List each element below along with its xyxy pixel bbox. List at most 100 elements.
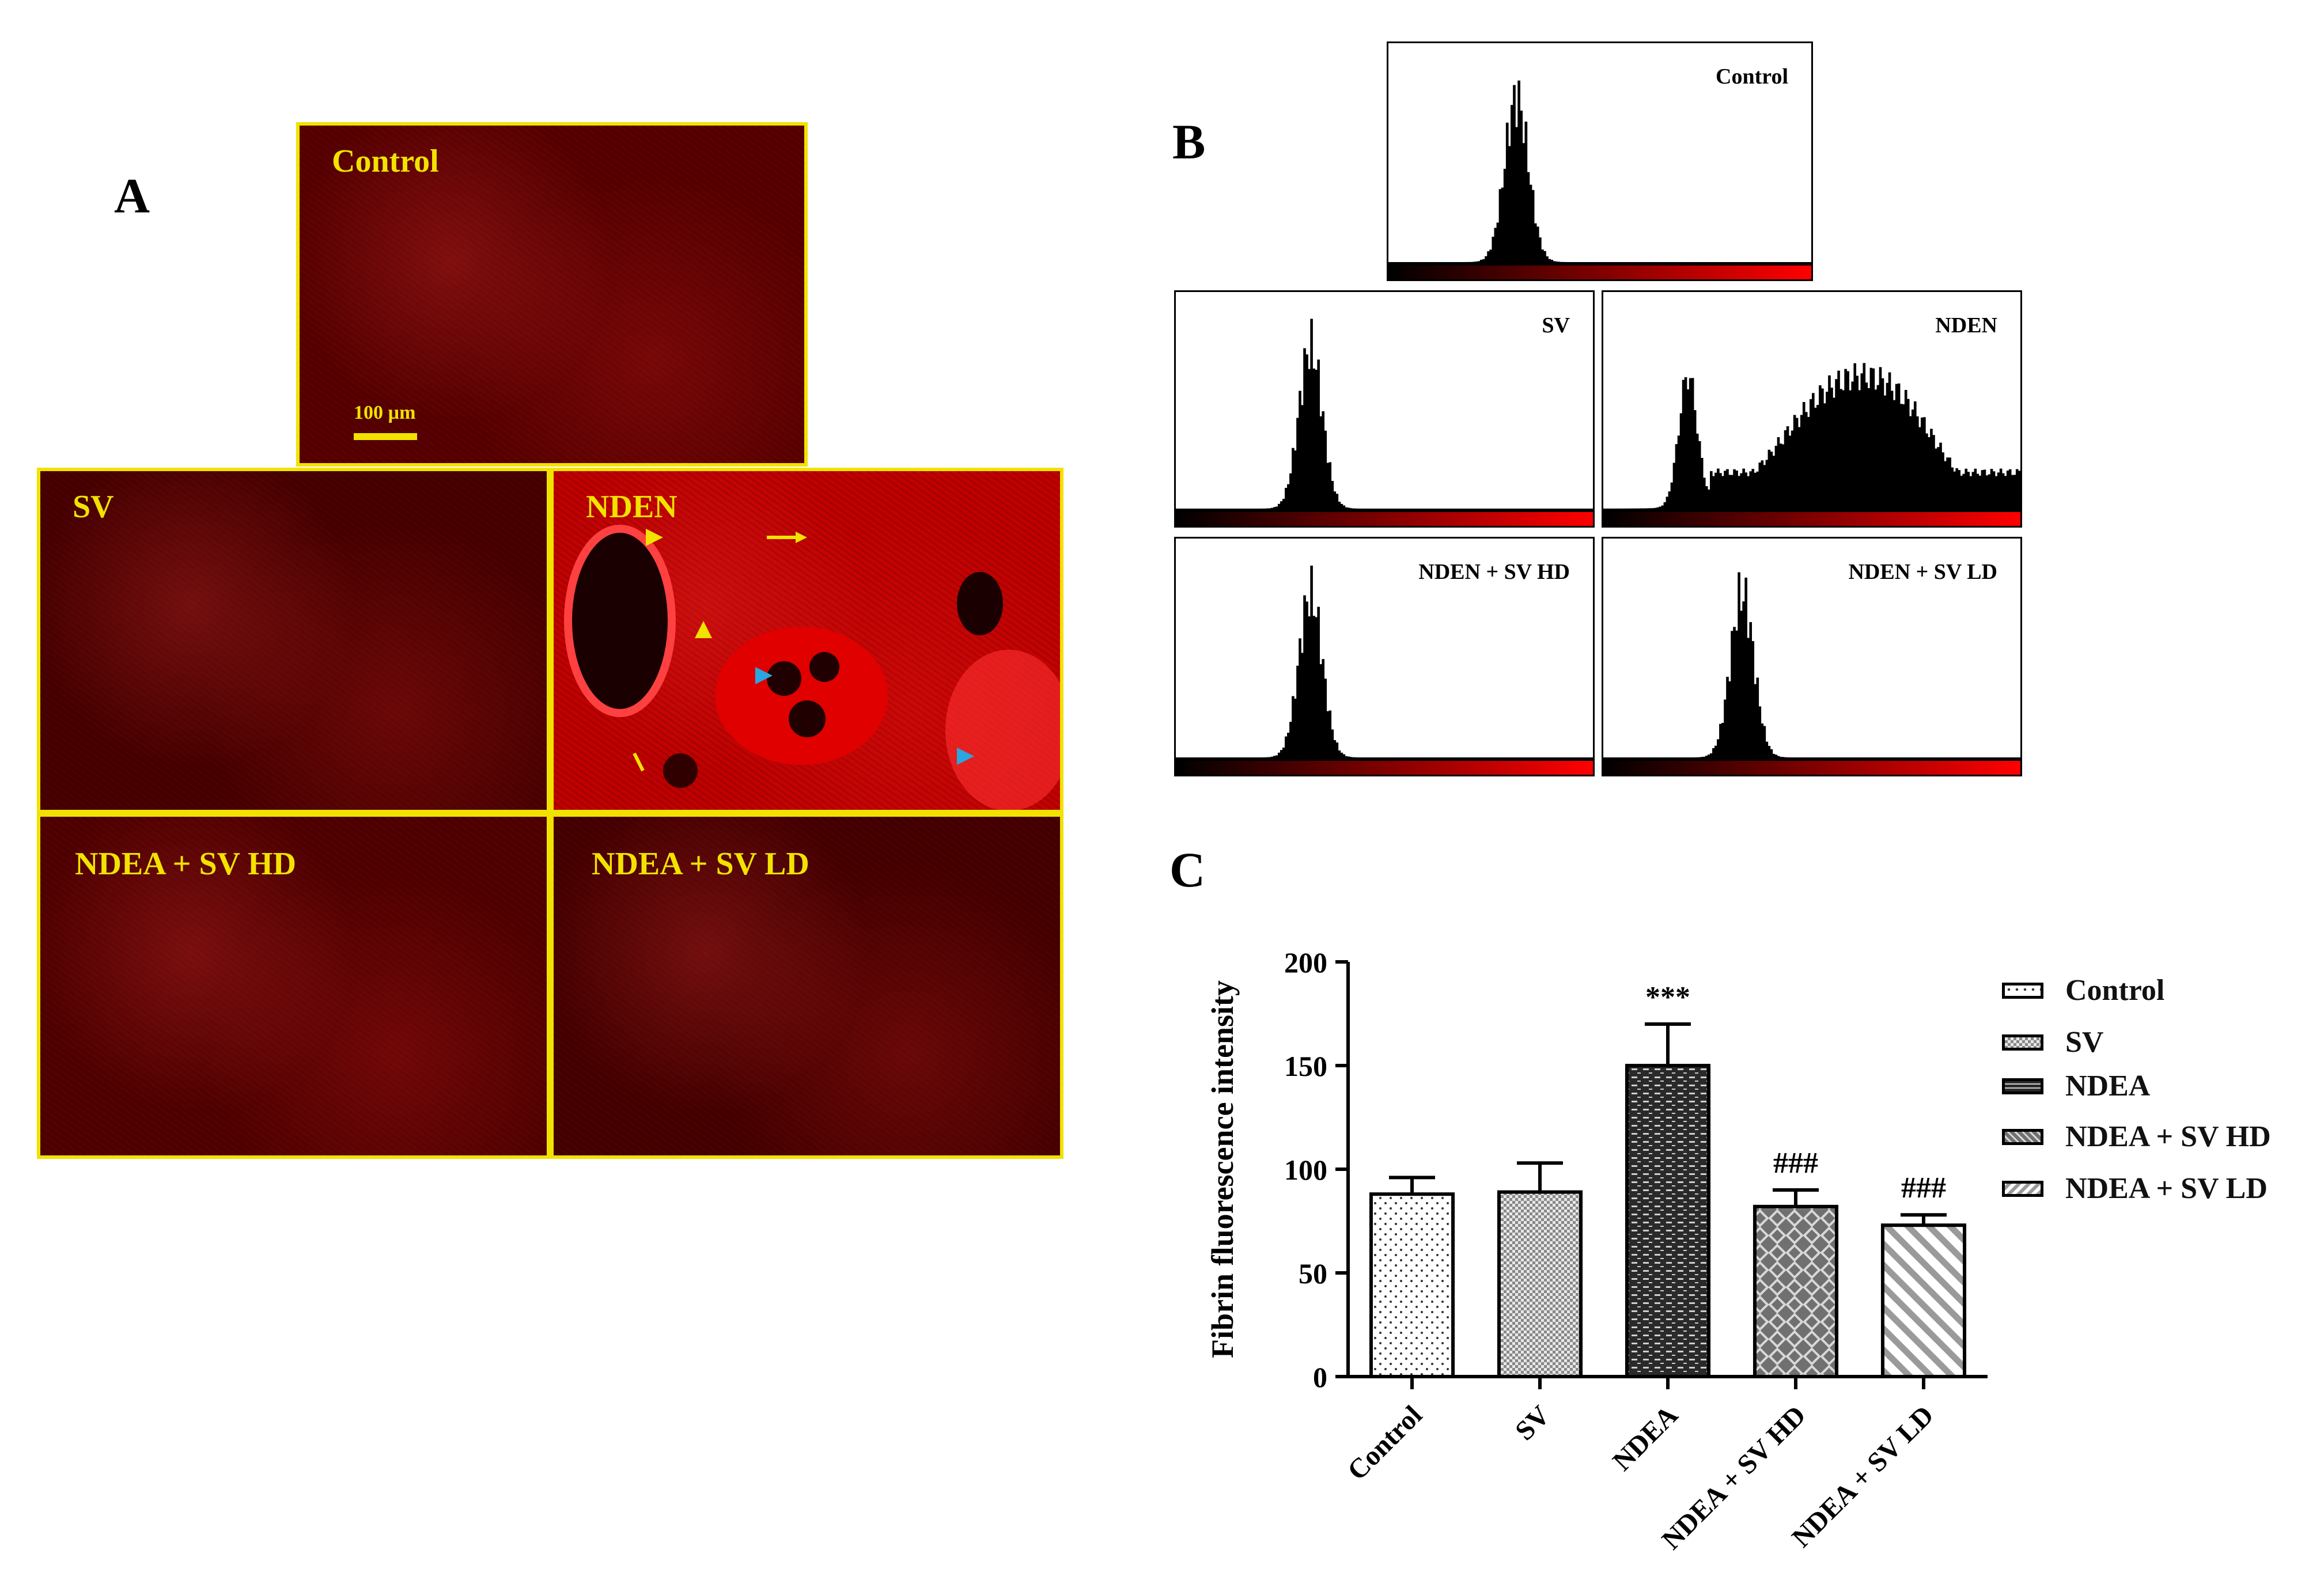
- scale-bar: [354, 433, 417, 440]
- histogram-bin: [1679, 413, 1683, 509]
- histogram-bin: [1883, 395, 1887, 509]
- histogram-bin: [1654, 507, 1657, 509]
- bar: [1369, 1192, 1455, 1378]
- histogram-bin: [1916, 416, 1919, 509]
- histogram-bin: [1326, 711, 1330, 757]
- significance-label: ***: [1645, 981, 1690, 1014]
- histogram-bin: [1345, 756, 1348, 757]
- histogram-bin: [1816, 404, 1819, 509]
- histogram-bin: [1273, 507, 1276, 509]
- dark-cell: [789, 700, 826, 737]
- histogram-bin: [1906, 399, 1910, 509]
- histogram-bin: [1925, 433, 1928, 509]
- legend-label: NDEA: [2065, 1070, 2151, 1102]
- histogram-bin: [1749, 471, 1753, 509]
- histogram-bin: [1319, 664, 1322, 757]
- yellow-arrow: [633, 752, 645, 772]
- histogram-bin: [1835, 379, 1838, 509]
- histogram-bin: [1340, 752, 1343, 757]
- histogram-bin: [1691, 378, 1694, 509]
- histogram-bin: [1828, 375, 1831, 509]
- histogram-bin: [1923, 417, 1926, 509]
- histogram-bin: [1781, 444, 1785, 509]
- histogram-bin: [1719, 723, 1722, 757]
- histogram-bin: [1310, 319, 1313, 509]
- histogram-bin: [1296, 665, 1299, 757]
- histogram-bin: [1498, 189, 1502, 262]
- histogram-bin: [1324, 430, 1327, 509]
- histogram-bin: [1522, 143, 1526, 262]
- significance-label: ###: [1901, 1172, 1946, 1204]
- histogram-plot: [1245, 319, 1376, 509]
- histogram-bin: [1985, 475, 1989, 509]
- histogram-bin: [1899, 404, 1903, 509]
- histogram-bin: [1517, 80, 1520, 262]
- histogram-bin: [1872, 368, 1875, 509]
- histogram-label: Control: [1716, 65, 1788, 89]
- histogram-bin: [1754, 684, 1757, 757]
- histogram-bin: [2011, 475, 2014, 509]
- histogram-bin: [1721, 476, 1724, 509]
- histogram-bin: [1345, 507, 1348, 509]
- histogram-bin: [1294, 698, 1297, 757]
- histogram-bin: [1990, 469, 1993, 509]
- histogram-bin: [1700, 457, 1704, 509]
- histogram-bin: [1714, 472, 1717, 509]
- histogram-bin: [1890, 391, 1894, 509]
- histogram-bin: [1800, 415, 1803, 509]
- legend-swatch: [2002, 1034, 2043, 1051]
- histogram-bin: [1728, 681, 1731, 757]
- histogram-bin: [1844, 369, 1847, 509]
- histogram-bin: [1647, 508, 1651, 509]
- histogram-bin: [1744, 472, 1747, 509]
- histogram-bin: [1287, 484, 1290, 509]
- histogram-bin: [1937, 447, 1940, 509]
- histogram-bin: [1860, 373, 1864, 509]
- histogram-bin: [2015, 469, 2019, 509]
- histogram-bin: [1856, 376, 1859, 509]
- histogram-bin: [1277, 752, 1281, 757]
- histogram-label: NDEN + SV HD: [1418, 560, 1570, 584]
- histogram-bin: [1527, 172, 1530, 262]
- histogram-bin: [1888, 372, 1891, 509]
- histogram-bin: [1804, 412, 1808, 509]
- yellow-arrow-tip: [796, 532, 807, 543]
- histogram-bin: [1546, 256, 1549, 262]
- histogram-bin: [1524, 122, 1528, 262]
- histogram-plot: [1447, 80, 1587, 262]
- intensity-lut-bar: [1387, 264, 1813, 281]
- histogram-bin: [1777, 437, 1780, 509]
- scale-bar-label: 100 µm: [354, 402, 416, 423]
- histogram-bin: [1837, 370, 1840, 509]
- histogram-bin: [1531, 189, 1535, 262]
- histogram-bin: [1333, 740, 1337, 757]
- histogram-bin: [1751, 641, 1755, 757]
- histogram-bin: [1846, 371, 1849, 509]
- histogram-bin: [1763, 465, 1766, 509]
- histogram-bin: [1689, 378, 1692, 509]
- histogram-bin: [1988, 474, 1991, 509]
- histogram-bin: [1858, 390, 1861, 509]
- histogram-bin: [1328, 462, 1332, 509]
- histogram-bin: [1280, 750, 1283, 757]
- histogram-bin: [1317, 359, 1320, 509]
- histogram-label: SV: [1542, 313, 1570, 338]
- histogram-bin: [1967, 472, 1970, 509]
- histogram-bin: [1930, 429, 1933, 509]
- histogram-bin: [1349, 508, 1353, 509]
- histogram-bin: [1342, 505, 1346, 509]
- histogram-bin: [1301, 405, 1304, 509]
- histogram-bin: [1312, 616, 1315, 757]
- histogram-bin: [1994, 476, 1998, 509]
- histogram-bin: [1763, 726, 1766, 757]
- histogram-bin: [1656, 507, 1660, 509]
- histogram-bin: [1809, 399, 1812, 509]
- histogram-bin: [1312, 368, 1315, 509]
- histogram-bin: [1347, 756, 1350, 757]
- y-tick-label: 50: [1299, 1257, 1327, 1290]
- histogram-bin: [2013, 475, 2016, 509]
- histogram-bin: [1981, 470, 1984, 509]
- histogram-bin: [1473, 261, 1476, 262]
- histogram-bin: [1983, 469, 1986, 509]
- histogram-bin: [1305, 601, 1308, 757]
